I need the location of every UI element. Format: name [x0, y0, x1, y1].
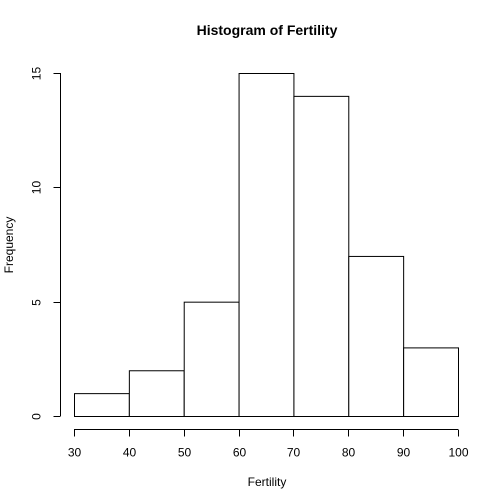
y-tick-label-15: 15 — [30, 67, 44, 81]
histogram-bar-30-40 — [74, 393, 130, 417]
histogram-bar-80-90 — [348, 255, 405, 417]
x-tick-label-100: 100 — [448, 446, 468, 460]
x-axis: 30 40 50 60 70 80 90 100 — [68, 429, 469, 460]
x-tick-label-80: 80 — [342, 446, 356, 460]
bars-group — [74, 73, 459, 417]
x-tick-label-40: 40 — [123, 446, 137, 460]
x-tick-label-30: 30 — [68, 446, 82, 460]
x-tick-label-90: 90 — [397, 446, 411, 460]
x-tick-label-70: 70 — [287, 446, 301, 460]
y-axis: 0 5 10 15 — [30, 67, 61, 420]
y-tick-label-0: 0 — [30, 413, 44, 420]
y-tick-label-10: 10 — [30, 181, 44, 195]
histogram-bar-70-80 — [293, 95, 350, 417]
histogram-bar-40-50 — [128, 370, 185, 417]
chart-title: Histogram of Fertility — [197, 22, 338, 38]
x-axis-label: Fertility — [248, 475, 287, 489]
y-tick-label-5: 5 — [30, 299, 44, 306]
histogram-bar-90-100 — [403, 347, 459, 417]
y-axis-label: Frequency — [2, 217, 16, 274]
x-tick-label-50: 50 — [178, 446, 192, 460]
histogram-bar-60-70 — [238, 73, 295, 417]
x-tick-label-60: 60 — [233, 446, 247, 460]
histogram-bar-50-60 — [183, 301, 240, 417]
